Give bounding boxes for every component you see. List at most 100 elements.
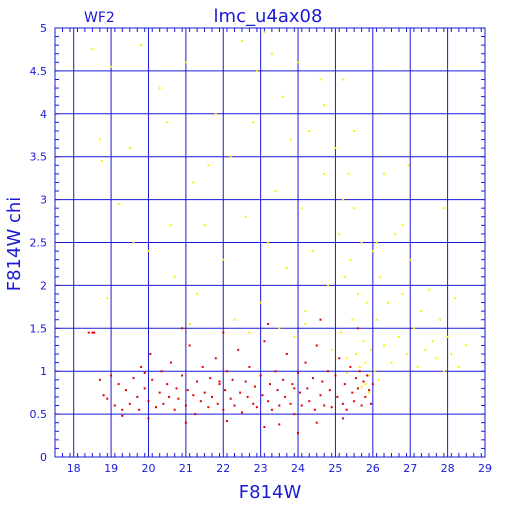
scatter-point-yellow [267, 241, 270, 244]
scatter-point-red [304, 361, 307, 364]
scatter-point-red [274, 370, 277, 373]
y-tick-label: 2.5 [30, 237, 48, 250]
scatter-point-red [321, 380, 324, 383]
scatter-point-red [158, 391, 161, 394]
scatter-point-red [315, 344, 318, 347]
scatter-point-red [293, 413, 296, 416]
scatter-point-yellow [173, 275, 176, 278]
scatter-point-yellow [454, 297, 457, 300]
scatter-point-yellow [169, 224, 172, 227]
scatter-point-red [181, 327, 184, 330]
scatter-point-yellow [304, 310, 307, 313]
scatter-point-red [313, 408, 316, 411]
scatter-point-yellow [334, 147, 337, 150]
scatter-point-yellow [347, 172, 350, 175]
x-tick-label: 21 [179, 462, 193, 475]
x-tick-label: 20 [141, 462, 155, 475]
scatter-point-yellow [368, 374, 371, 377]
scatter-point-yellow [338, 232, 341, 235]
scatter-point-red [278, 404, 281, 407]
scatter-point-red [349, 365, 352, 368]
scatter-point-yellow [431, 340, 434, 343]
scatter-point-red [319, 318, 322, 321]
scatter-point-yellow [379, 275, 382, 278]
scatter-point-yellow [263, 31, 266, 34]
scatter-point-yellow [420, 310, 423, 313]
scatter-point-red [293, 387, 296, 390]
scatter-point-red [199, 400, 202, 403]
scatter-point-yellow [398, 335, 400, 338]
scatter-point-yellow [147, 250, 150, 253]
scatter-point-yellow [358, 365, 361, 368]
scatter-point-red [175, 387, 178, 390]
scatter-point-yellow [407, 164, 410, 167]
scatter-point-red [151, 378, 154, 381]
scatter-point-red [184, 404, 187, 407]
scatter-point-red [222, 331, 225, 334]
scatter-point-red [248, 365, 251, 368]
scatter-point-red [343, 383, 346, 386]
scatter-point-red [216, 402, 219, 405]
y-tick-label: 3 [40, 194, 47, 207]
y-tick-label: 5 [40, 22, 47, 35]
scatter-point-yellow [158, 87, 161, 90]
scatter-point-red [356, 327, 359, 330]
scatter-point-yellow [360, 385, 363, 388]
scatter-point-red [237, 348, 240, 351]
scatter-point-yellow [274, 190, 277, 192]
scatter-point-yellow [100, 160, 103, 162]
scatter-point-yellow [229, 155, 232, 158]
scatter-point-red [341, 402, 344, 405]
scatter-point-yellow [233, 318, 236, 321]
scatter-point-red [218, 380, 221, 383]
scatter-point-yellow [248, 331, 251, 334]
scatter-point-red [192, 394, 195, 397]
scatter-point-yellow [362, 340, 365, 343]
scatter-point-yellow [364, 383, 367, 386]
scatter-point-red [300, 404, 303, 407]
scatter-point-yellow [360, 241, 363, 244]
scatter-point-yellow [355, 353, 357, 355]
scatter-point-red [169, 361, 172, 364]
y-axis-label: F814W chi [4, 197, 25, 292]
scatter-point-red [143, 387, 146, 390]
scatter-point-red [284, 395, 286, 398]
scatter-point-red [226, 420, 228, 422]
scatter-point-red [203, 391, 206, 394]
x-tick-label: 18 [67, 462, 81, 475]
scatter-point-red [160, 370, 163, 373]
scatter-point-yellow [188, 323, 191, 325]
scatter-point-red [162, 402, 165, 405]
scatter-point-red [297, 432, 299, 434]
x-tick-label: 25 [328, 462, 342, 475]
scatter-point-red [255, 406, 258, 409]
scatter-point-yellow [356, 293, 359, 295]
scatter-point-yellow [308, 130, 311, 132]
scatter-point-red [263, 426, 266, 428]
scatter-point-yellow [368, 391, 371, 394]
y-tick-label: 2 [40, 279, 47, 292]
scatter-point-red [181, 374, 184, 377]
scatter-point-red [291, 383, 294, 386]
scatter-point-yellow [340, 331, 342, 334]
scatter-point-yellow [222, 258, 225, 261]
scatter-point-yellow [304, 323, 307, 325]
scatter-point-yellow [345, 357, 348, 360]
y-tick-label: 1 [40, 365, 47, 378]
x-tick-label: 27 [403, 462, 417, 475]
scatter-point-red [149, 353, 152, 355]
scatter-point-red [366, 374, 369, 377]
scatter-point-red [315, 421, 318, 424]
scatter-point-red [370, 402, 372, 405]
scatter-point-red [132, 377, 135, 380]
scatter-point-red [278, 423, 281, 426]
scatter-point-yellow [375, 241, 378, 244]
x-tick-label: 22 [216, 462, 230, 475]
scatter-point-yellow [386, 301, 389, 304]
scatter-point-red [209, 377, 212, 380]
scatter-point-red [267, 400, 270, 403]
scatter-point-red [345, 408, 348, 411]
scatter-point-yellow [98, 138, 101, 141]
scatter-point-red [214, 357, 217, 360]
